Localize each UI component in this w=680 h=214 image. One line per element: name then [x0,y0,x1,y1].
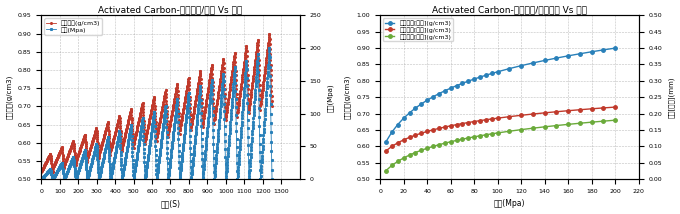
X-axis label: 压强(Mpa): 压强(Mpa) [494,199,525,208]
Title: Activated Carbon-压实密度/压强 Vs 时间: Activated Carbon-压实密度/压强 Vs 时间 [99,6,243,15]
Y-axis label: 压实密度(g/cm3): 压实密度(g/cm3) [5,75,12,119]
Y-axis label: 厂度[反彊](mm): 厂度[反彊](mm) [668,76,675,118]
Y-axis label: 压强(Mpa): 压强(Mpa) [327,83,333,111]
Legend: 压实密度[加压](g/cm3), 压实密度[卸压](g/cm3), 压实密度[反彊](g/cm3): 压实密度[加压](g/cm3), 压实密度[卸压](g/cm3), 压实密度[反… [384,18,454,42]
Legend: 压实密度(g/cm3), 压强(Mpa): 压实密度(g/cm3), 压强(Mpa) [44,18,102,35]
Y-axis label: 压实密度(g/cm3): 压实密度(g/cm3) [345,75,351,119]
X-axis label: 时间(S): 时间(S) [160,199,180,208]
Title: Activated Carbon-压实密度/厂度反彊 Vs 压强: Activated Carbon-压实密度/厂度反彊 Vs 压强 [432,6,587,15]
